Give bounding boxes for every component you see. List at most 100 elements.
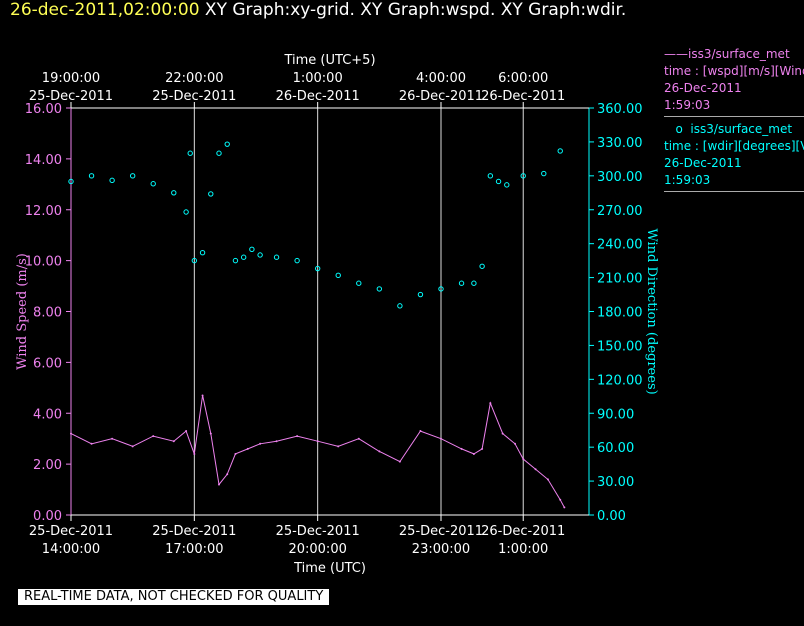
legend: ——iss3/surface_met time : [wspd][m/s][Wi… <box>664 46 804 192</box>
top-tick-time: 19:00:00 <box>42 71 100 86</box>
right-tick-label: 30.00 <box>597 475 634 490</box>
wspd-point <box>398 460 401 463</box>
bottom-tick-date: 26-Dec-2011 <box>481 524 565 539</box>
right-tick-label: 240.00 <box>597 238 643 253</box>
left-tick-label: 14.00 <box>25 153 62 168</box>
wspd-point <box>546 478 549 481</box>
legend-item-wspd: ——iss3/surface_met time : [wspd][m/s][Wi… <box>664 46 804 117</box>
bottom-tick-time: 17:00:00 <box>165 542 223 557</box>
legend-wspd-line1: iss3/surface_met <box>688 47 790 61</box>
top-tick-date: 26-Dec-2011 <box>399 89 483 104</box>
bottom-tick-date: 25-Dec-2011 <box>152 524 236 539</box>
right-tick-label: 180.00 <box>597 306 643 321</box>
wdir-point <box>520 173 526 179</box>
wspd-point <box>193 452 196 455</box>
wspd-point <box>185 430 188 433</box>
wspd-point <box>259 442 262 445</box>
wspd-point <box>460 447 463 450</box>
legend-circle-marker: o <box>664 122 691 136</box>
top-tick-time: 22:00:00 <box>165 71 223 86</box>
right-tick-label: 210.00 <box>597 272 643 287</box>
header-timestamp: 26-dec-2011,02:00:00 <box>10 0 200 20</box>
wdir-point <box>129 173 136 179</box>
wspd-point <box>501 432 504 435</box>
wdir-point <box>208 191 214 197</box>
left-tick-label: 16.00 <box>25 102 62 117</box>
wdir-point <box>541 170 547 177</box>
legend-wdir-line2: time : [wdir][degrees][V <box>664 139 804 153</box>
bottom-tick-date: 25-Dec-2011 <box>29 524 113 539</box>
wspd-point <box>316 440 319 443</box>
left-tick-label: 0.00 <box>33 509 62 524</box>
wdir-point <box>356 280 362 286</box>
wspd-point <box>152 435 155 438</box>
right-tick-label: 90.00 <box>597 407 634 422</box>
header-titles: XY Graph:xy-grid. XY Graph:wspd. XY Grap… <box>204 0 627 20</box>
wspd-point <box>522 458 525 461</box>
wdir-point <box>183 209 189 215</box>
right-tick-label: 330.00 <box>597 136 643 151</box>
wspd-point <box>419 430 422 433</box>
wdir-point <box>68 178 74 185</box>
bottom-tick-time: 1:00:00 <box>498 542 548 557</box>
wspd-point <box>218 483 220 486</box>
wdir-point <box>109 177 115 184</box>
wdir-point <box>438 286 444 292</box>
wdir-point <box>150 181 156 187</box>
wdir-point <box>257 252 263 258</box>
left-tick-label: 6.00 <box>33 356 62 371</box>
wdir-point <box>335 272 341 279</box>
wdir-point <box>88 173 95 179</box>
wdir-point <box>191 257 198 264</box>
left-tick-label: 10.00 <box>25 255 62 270</box>
wdir-point <box>171 190 177 196</box>
left-tick-label: 2.00 <box>33 458 62 473</box>
top-tick-date: 26-Dec-2011 <box>481 89 565 104</box>
wspd-point <box>378 450 381 453</box>
legend-wdir-date: 26-Dec-2011 <box>664 156 742 170</box>
wdir-point <box>224 141 230 147</box>
top-tick-date: 25-Dec-2011 <box>152 89 236 104</box>
wspd-point <box>90 442 93 445</box>
wspd-point <box>234 452 237 455</box>
wdir-point <box>273 254 280 260</box>
legend-wdir-line1: iss3/surface_met <box>690 122 793 136</box>
wdir-point <box>294 257 300 264</box>
wspd-point <box>481 447 484 450</box>
legend-wspd-date: 26-Dec-2011 <box>664 81 742 95</box>
wdir-point <box>504 182 510 188</box>
quality-notice: REAL-TIME DATA, NOT CHECKED FOR QUALITY <box>18 589 330 605</box>
bottom-tick-time: 14:00:00 <box>42 542 100 557</box>
left-tick-label: 4.00 <box>33 407 62 422</box>
wspd-point <box>559 498 562 501</box>
wdir-point <box>314 265 321 272</box>
wdir-point <box>216 150 222 156</box>
wdir-point <box>397 303 403 309</box>
top-tick-time: 4:00:00 <box>416 71 466 86</box>
top-tick-date: 25-Dec-2011 <box>29 89 113 104</box>
legend-wdir-time: 1:59:03 <box>664 173 711 187</box>
wspd-point <box>246 447 249 450</box>
graph-header: 26-dec-2011,02:00:00 XY Graph:xy-grid. X… <box>10 0 626 20</box>
right-tick-label: 120.00 <box>597 373 643 388</box>
wspd-point <box>111 437 114 440</box>
wdir-point <box>199 250 206 256</box>
right-tick-label: 360.00 <box>597 102 643 117</box>
top-tick-date: 26-Dec-2011 <box>276 89 360 104</box>
right-tick-label: 150.00 <box>597 339 643 354</box>
legend-wspd-time: 1:59:03 <box>664 98 711 112</box>
wdir-point <box>240 254 247 260</box>
wdir-point <box>479 263 485 269</box>
bottom-tick-time: 23:00:00 <box>412 542 470 557</box>
legend-wspd-line2: time : [wspd][m/s][Wind <box>664 64 804 78</box>
wspd-point <box>514 442 516 445</box>
wspd-point <box>209 432 212 435</box>
legend-line-marker: —— <box>664 47 688 61</box>
wdir-point <box>458 280 465 286</box>
wspd-point <box>275 440 278 443</box>
wspd-point <box>337 445 340 448</box>
legend-item-wdir: o iss3/surface_met time : [wdir][degrees… <box>664 121 804 192</box>
wspd-point <box>534 468 537 471</box>
right-axis-title: Wind Direction (degrees) <box>644 228 659 394</box>
